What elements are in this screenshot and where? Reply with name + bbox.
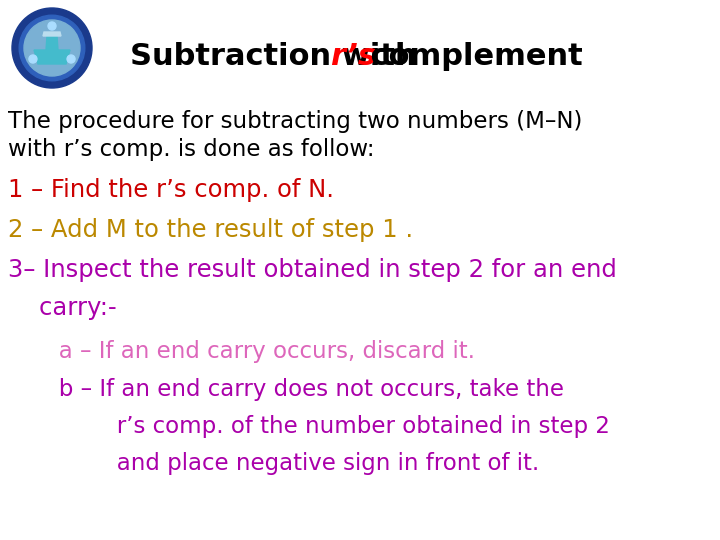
Text: The procedure for subtracting two numbers (M–N): The procedure for subtracting two number… <box>8 110 582 133</box>
Text: 3– Inspect the result obtained in step 2 for an end: 3– Inspect the result obtained in step 2… <box>8 258 617 282</box>
Text: b – If an end carry does not occurs, take the: b – If an end carry does not occurs, tak… <box>8 378 564 401</box>
Text: a – If an end carry occurs, discard it.: a – If an end carry occurs, discard it. <box>8 340 475 363</box>
Circle shape <box>67 55 75 63</box>
Polygon shape <box>34 50 70 64</box>
Circle shape <box>19 15 85 81</box>
Circle shape <box>24 20 80 76</box>
Text: 2 – Add M to the result of step 1 .: 2 – Add M to the result of step 1 . <box>8 218 413 242</box>
Polygon shape <box>43 32 61 36</box>
Circle shape <box>29 55 37 63</box>
Circle shape <box>48 22 56 30</box>
Text: complement: complement <box>360 42 582 71</box>
Circle shape <box>12 8 92 88</box>
Text: r’s comp. of the number obtained in step 2: r’s comp. of the number obtained in step… <box>8 415 610 438</box>
Text: 1 – Find the r’s comp. of N.: 1 – Find the r’s comp. of N. <box>8 178 334 202</box>
Text: r’s: r’s <box>330 42 376 71</box>
Polygon shape <box>46 36 58 50</box>
Text: with r’s comp. is done as follow:: with r’s comp. is done as follow: <box>8 138 374 161</box>
Text: Subtraction with: Subtraction with <box>130 42 427 71</box>
Text: and place negative sign in front of it.: and place negative sign in front of it. <box>8 452 539 475</box>
Text: carry:-: carry:- <box>8 296 117 320</box>
